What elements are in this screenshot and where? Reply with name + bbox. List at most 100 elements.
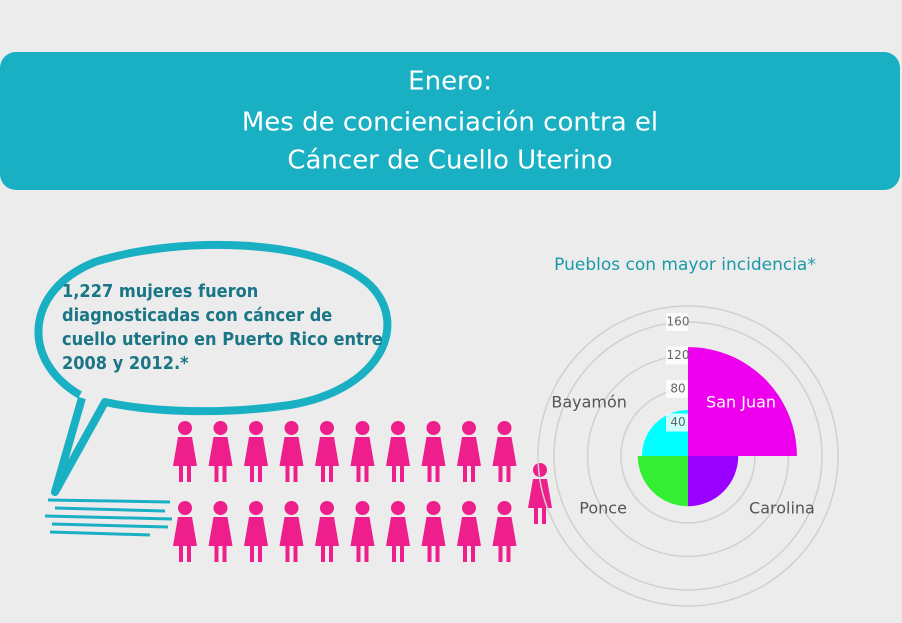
icon-leg [427,546,432,562]
icon-leg [463,466,467,482]
icon-leg [285,466,290,482]
tick-label-bg [666,346,688,365]
polar-chart: San Juan Carolina Ponce Bayamón 40 80 120 160 [537,305,839,607]
outer-circle [537,305,839,607]
callout-text: 1,227 mujeres fueron diagnosticadas con … [62,281,383,374]
icon-head [462,501,476,515]
woman-icon [492,421,517,482]
icon-leg [187,466,191,482]
icon-leg [364,466,369,482]
icon-body [421,437,446,466]
r-tick-label: 120 [667,348,690,362]
icon-leg [214,546,219,562]
icon-head [391,501,405,515]
woman-icon [173,501,197,562]
icon-leg [329,546,333,562]
woman-icon [421,501,446,562]
header-line: Enero: [408,67,492,97]
tick-label-bg [666,380,688,398]
icon-body [208,437,233,466]
icon-body [457,437,481,466]
polar-wedge [688,456,739,507]
icon-body [244,437,268,466]
icon-body [492,517,517,546]
category-label: Ponce [579,499,627,518]
polar-wedge [688,347,797,456]
icon-body [244,517,268,546]
icon-leg [400,466,404,482]
woman-icon [244,421,268,482]
icon-body [528,479,552,508]
icon-head [178,421,192,435]
woman-icon [208,501,233,562]
r-tick-label: 80 [670,382,685,396]
icon-head [249,501,263,515]
icon-body [208,517,233,546]
icon-leg [542,508,546,524]
woman-icon [208,421,233,482]
icon-leg [534,508,538,524]
woman-icon [315,501,339,562]
r-tick-label: 160 [667,315,690,329]
icon-leg [250,546,254,562]
icon-leg [356,466,361,482]
icon-head [213,421,228,435]
icon-body [279,437,304,466]
icon-head [213,501,228,515]
icon-head [462,421,476,435]
icon-leg [427,466,432,482]
icon-leg [258,546,262,562]
header-line: Mes de concienciación contra el [242,108,658,138]
icon-body [173,437,197,466]
icon-body [350,517,375,546]
icon-leg [463,546,467,562]
category-label: Carolina [749,499,815,518]
icon-leg [356,546,361,562]
icon-head [426,421,441,435]
icon-leg [222,466,227,482]
icon-leg [250,466,254,482]
icon-head [355,501,370,515]
icon-head [355,421,370,435]
icon-head [426,501,441,515]
icon-leg [506,546,511,562]
woman-icon [350,421,375,482]
icon-leg [392,466,396,482]
icon-leg [506,466,511,482]
woman-icon [244,501,268,562]
icon-body [492,437,517,466]
woman-icon [350,501,375,562]
icon-leg [498,546,503,562]
chart-title: Pueblos con mayor incidencia* [554,255,816,275]
woman-icon [457,501,481,562]
icon-leg [435,546,440,562]
tick-label-bg [666,313,688,331]
icon-body [173,517,197,546]
woman-icon [279,501,304,562]
icon-head [320,501,334,515]
icon-leg [293,546,298,562]
icon-head [284,421,299,435]
icon-head [533,463,547,477]
women-icons [173,421,552,562]
icon-leg [471,546,475,562]
icon-leg [435,466,440,482]
icon-leg [179,546,183,562]
category-label: San Juan [706,392,776,411]
icon-head [178,501,192,515]
icon-head [497,501,512,515]
woman-icon [386,421,410,482]
icon-body [315,517,339,546]
woman-icon [279,421,304,482]
icon-body [457,517,481,546]
woman-icon [528,463,552,524]
header-line: Cáncer de Cuello Uterino [287,146,612,176]
icon-body [315,437,339,466]
icon-head [391,421,405,435]
icon-head [249,421,263,435]
header-bar [0,52,900,190]
icon-leg [187,546,191,562]
woman-icon [457,421,481,482]
